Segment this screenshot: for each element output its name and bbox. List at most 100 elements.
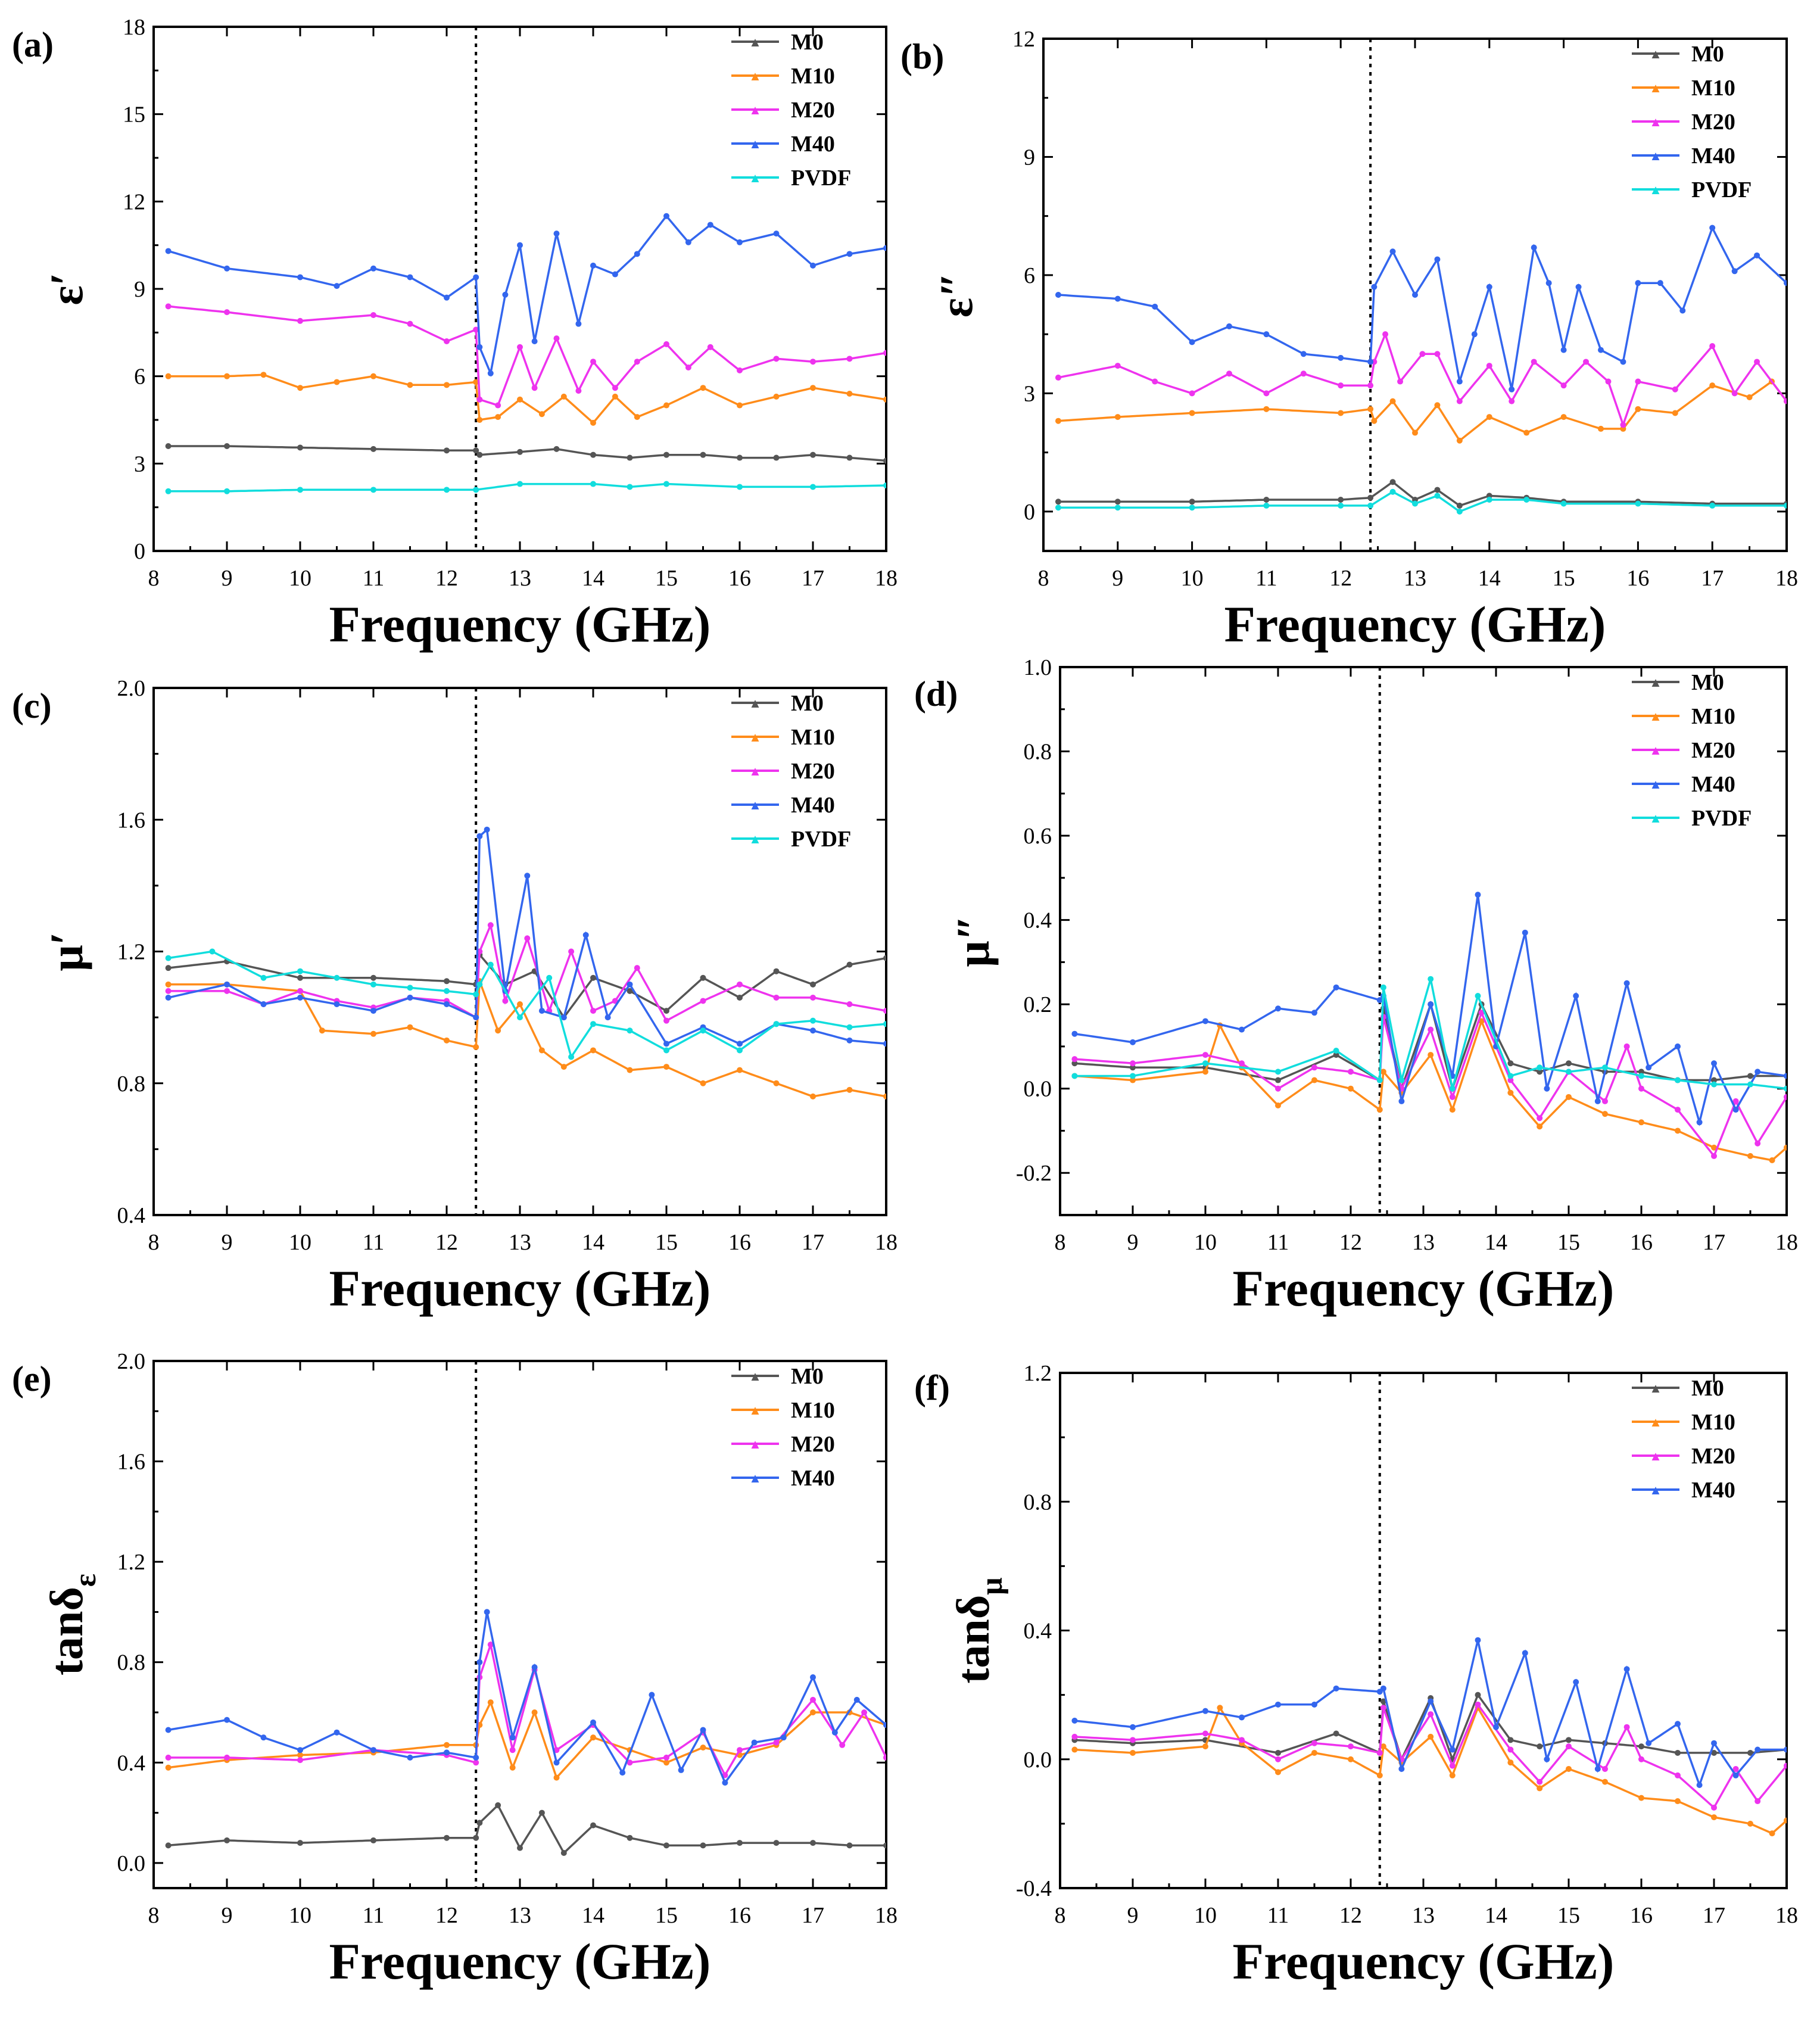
data-point bbox=[1709, 502, 1716, 509]
data-point bbox=[1471, 331, 1478, 338]
data-point bbox=[1566, 1743, 1572, 1750]
data-point bbox=[487, 961, 494, 968]
data-point bbox=[473, 274, 479, 281]
data-point bbox=[444, 1834, 450, 1841]
data-point bbox=[612, 271, 618, 278]
data-point bbox=[590, 1719, 596, 1725]
data-point bbox=[1202, 1052, 1208, 1058]
data-point bbox=[487, 1699, 494, 1706]
legend-label: M0 bbox=[791, 30, 824, 55]
y-tick-label: 3 bbox=[1024, 381, 1035, 406]
data-point bbox=[1711, 1060, 1717, 1067]
data-point bbox=[531, 1664, 538, 1671]
data-point bbox=[1594, 1098, 1601, 1104]
data-point bbox=[700, 974, 706, 981]
data-point bbox=[538, 411, 545, 418]
data-point bbox=[1449, 1094, 1456, 1100]
data-point bbox=[1560, 347, 1567, 353]
legend-label: M20 bbox=[791, 98, 835, 123]
data-point bbox=[165, 1764, 172, 1771]
series-m40 bbox=[1055, 225, 1787, 393]
data-point bbox=[473, 1759, 479, 1766]
data-point bbox=[165, 994, 172, 1001]
data-point bbox=[1523, 497, 1530, 503]
x-tick-label: 14 bbox=[582, 1230, 604, 1255]
data-point bbox=[737, 981, 743, 988]
data-point bbox=[773, 1080, 780, 1086]
y-tick-label: 0.8 bbox=[1024, 1490, 1052, 1515]
data-point bbox=[1367, 494, 1374, 501]
data-point bbox=[1398, 1077, 1405, 1083]
x-tick-label: 14 bbox=[1485, 1230, 1507, 1255]
data-point bbox=[1412, 429, 1418, 436]
data-point bbox=[582, 932, 589, 938]
x-axis-title: Frequency (GHz) bbox=[1233, 1933, 1615, 1990]
legend-label: M10 bbox=[791, 1398, 835, 1423]
x-tick-label: 10 bbox=[1194, 1903, 1217, 1928]
data-point bbox=[1711, 1153, 1717, 1159]
data-point bbox=[224, 443, 230, 449]
data-point bbox=[685, 239, 691, 245]
data-point bbox=[846, 1037, 853, 1044]
data-point bbox=[1275, 1005, 1281, 1012]
data-point bbox=[1202, 1730, 1208, 1737]
legend-label: M10 bbox=[791, 725, 835, 750]
legend-marker-icon: ▲ bbox=[749, 831, 762, 846]
data-point bbox=[883, 1842, 886, 1849]
x-tick-label: 18 bbox=[875, 1903, 897, 1928]
data-point bbox=[1784, 1073, 1787, 1079]
data-point bbox=[1522, 1650, 1528, 1656]
data-point bbox=[1382, 331, 1389, 338]
legend-marker-icon: ▲ bbox=[749, 764, 762, 778]
data-point bbox=[444, 1742, 450, 1748]
data-point bbox=[1130, 1073, 1136, 1079]
data-point bbox=[444, 487, 450, 493]
x-tick-label: 9 bbox=[222, 566, 233, 591]
data-point bbox=[773, 393, 780, 400]
data-point bbox=[1545, 280, 1552, 286]
legend-label: M0 bbox=[791, 691, 824, 716]
data-point bbox=[1486, 363, 1492, 369]
data-point bbox=[1239, 1714, 1245, 1721]
x-tick-label: 18 bbox=[1775, 566, 1798, 591]
legend-label: M20 bbox=[1691, 1444, 1735, 1469]
x-tick-label: 10 bbox=[1181, 566, 1204, 591]
data-point bbox=[810, 451, 816, 458]
data-point bbox=[476, 451, 483, 458]
data-point bbox=[1071, 1733, 1078, 1740]
data-point bbox=[297, 274, 303, 281]
legend-label: M20 bbox=[1691, 738, 1735, 763]
data-point bbox=[1338, 497, 1344, 503]
panel-label: (c) bbox=[12, 686, 52, 725]
data-point bbox=[1754, 1798, 1761, 1805]
data-point bbox=[531, 385, 538, 391]
data-point bbox=[1367, 502, 1374, 509]
legend-marker-icon: ▲ bbox=[749, 1403, 762, 1418]
x-tick-label: 12 bbox=[1329, 566, 1352, 591]
data-point bbox=[444, 338, 450, 344]
data-point bbox=[883, 1008, 886, 1014]
data-point bbox=[1657, 280, 1663, 286]
legend-marker-icon: ▲ bbox=[749, 68, 762, 83]
legend-entry-m10: ▲ M10 bbox=[731, 64, 835, 89]
data-point bbox=[1754, 252, 1760, 258]
data-point bbox=[1398, 1098, 1405, 1104]
legend-label: PVDF bbox=[791, 166, 851, 191]
data-point bbox=[560, 1064, 567, 1070]
data-point bbox=[1380, 1743, 1386, 1750]
plot-frame bbox=[152, 26, 887, 552]
data-point bbox=[700, 385, 706, 391]
data-point bbox=[297, 994, 303, 1001]
legend-entry-m20: ▲ M20 bbox=[731, 759, 835, 784]
data-point bbox=[1507, 1089, 1514, 1096]
x-tick-label: 16 bbox=[728, 1230, 751, 1255]
data-point bbox=[1419, 351, 1426, 357]
data-point bbox=[444, 1749, 450, 1756]
x-tick-label: 10 bbox=[1194, 1230, 1217, 1255]
x-tick-label: 13 bbox=[1404, 566, 1426, 591]
legend-entry-m40: ▲ M40 bbox=[1632, 1478, 1735, 1503]
x-tick-label: 9 bbox=[1112, 566, 1123, 591]
y-axis-title: tanδε bbox=[40, 1574, 102, 1675]
data-point bbox=[1202, 1743, 1208, 1750]
legend-entry-m0: ▲ M0 bbox=[731, 30, 824, 55]
